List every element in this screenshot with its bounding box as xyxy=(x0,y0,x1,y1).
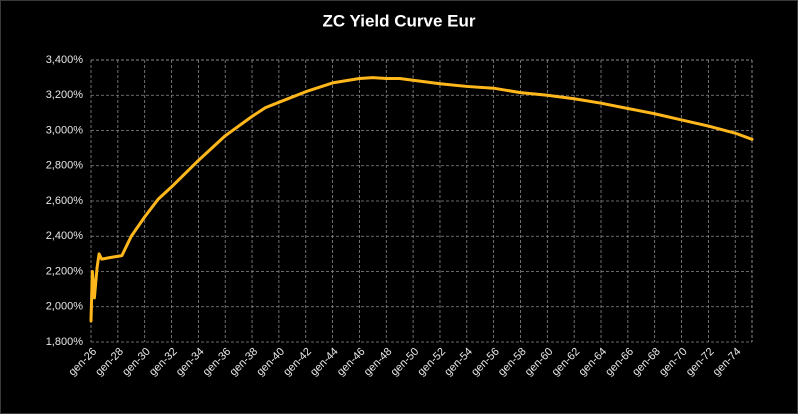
chart-title: ZC Yield Curve Eur xyxy=(322,11,475,30)
y-tick-label: 2,400% xyxy=(46,230,84,242)
data-line xyxy=(89,76,754,323)
y-tick-label: 3,400% xyxy=(46,54,84,66)
y-tick-label: 3,000% xyxy=(46,124,84,136)
y-tick-label: 1,800% xyxy=(46,336,84,348)
y-tick-label: 2,600% xyxy=(46,195,84,207)
y-tick-label: 2,000% xyxy=(46,301,84,313)
y-tick-label: 2,200% xyxy=(46,265,84,277)
y-tick-label: 3,200% xyxy=(46,89,84,101)
y-tick-label: 2,800% xyxy=(46,160,84,172)
